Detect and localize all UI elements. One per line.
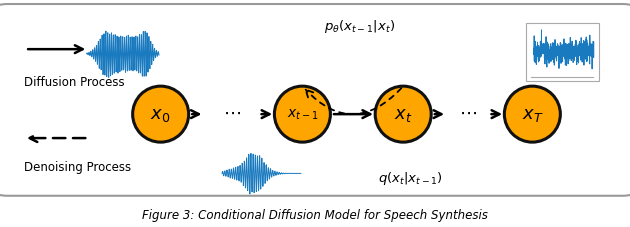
FancyArrowPatch shape xyxy=(306,89,401,115)
Text: $x_0$: $x_0$ xyxy=(151,106,171,123)
Text: $\cdots$: $\cdots$ xyxy=(459,104,477,121)
FancyBboxPatch shape xyxy=(0,5,630,196)
Text: $x_{t-1}$: $x_{t-1}$ xyxy=(287,107,318,122)
Text: Diffusion Process: Diffusion Process xyxy=(24,75,125,88)
Ellipse shape xyxy=(275,87,330,143)
Ellipse shape xyxy=(133,87,188,143)
Ellipse shape xyxy=(375,87,431,143)
Text: $x_t$: $x_t$ xyxy=(394,106,413,123)
Text: Figure 3: Conditional Diffusion Model for Speech Synthesis: Figure 3: Conditional Diffusion Model fo… xyxy=(142,208,488,221)
Ellipse shape xyxy=(505,87,560,143)
Text: $p_\theta(x_{t-1}|x_t)$: $p_\theta(x_{t-1}|x_t)$ xyxy=(324,18,394,35)
Text: Denoising Process: Denoising Process xyxy=(24,160,131,173)
Text: $\cdots$: $\cdots$ xyxy=(222,104,241,121)
FancyBboxPatch shape xyxy=(526,24,598,82)
Text: $q(x_t|x_{t-1})$: $q(x_t|x_{t-1})$ xyxy=(378,170,443,187)
Text: $x_T$: $x_T$ xyxy=(522,106,543,123)
